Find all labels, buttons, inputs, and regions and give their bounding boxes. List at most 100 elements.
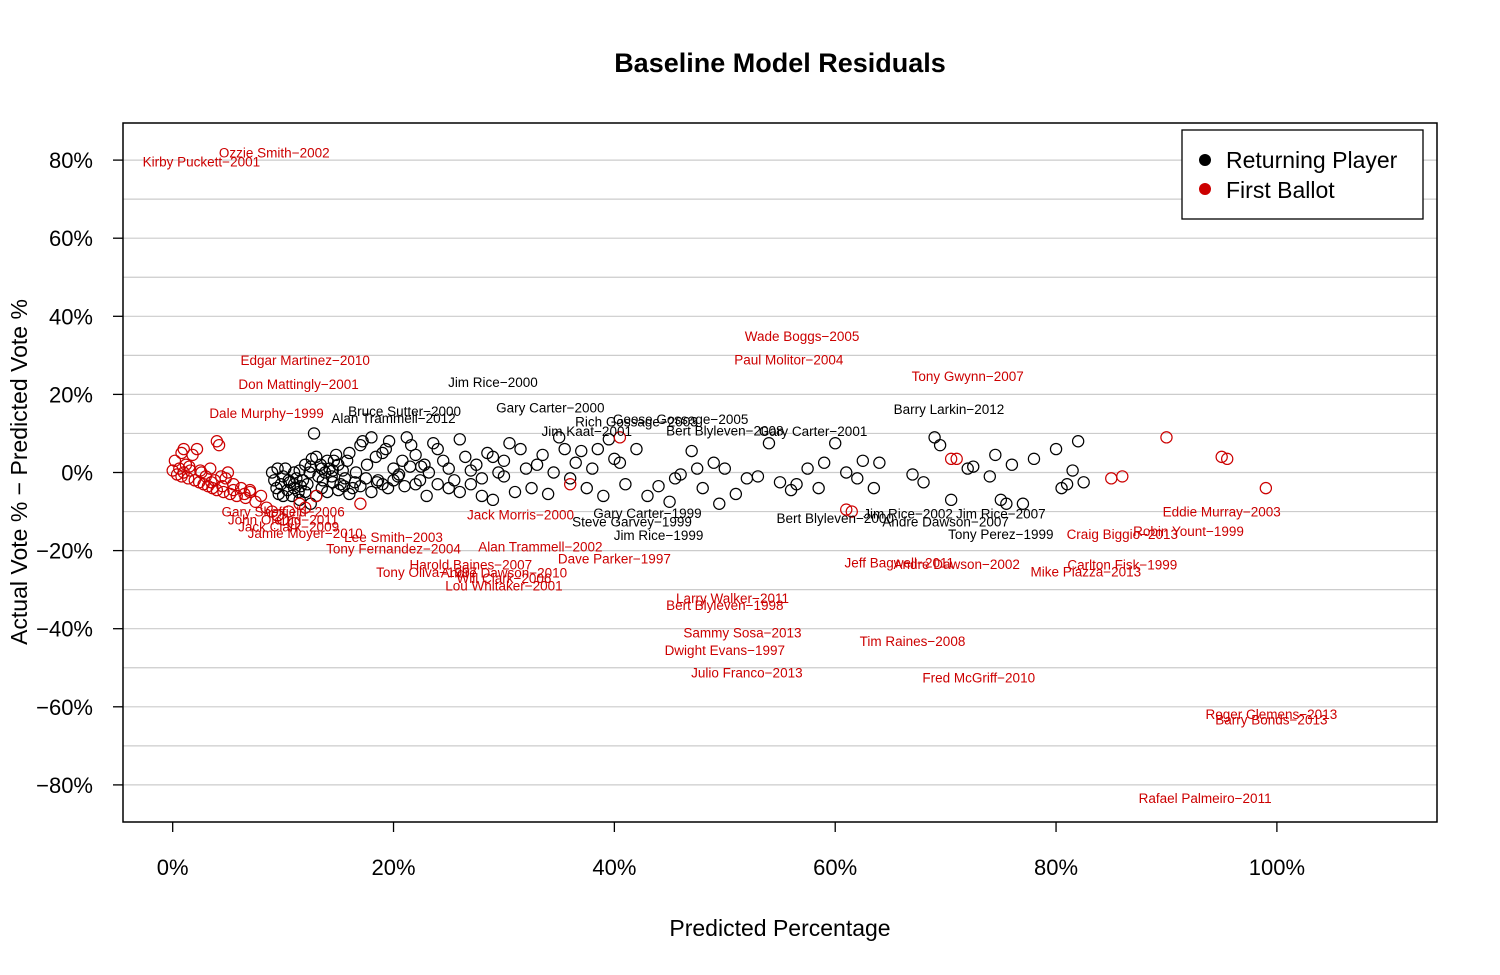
data-point	[365, 431, 378, 444]
data-point	[243, 483, 257, 497]
point-label: John Olerud−2011	[228, 512, 338, 527]
data-point	[580, 481, 593, 495]
data-point	[718, 462, 731, 475]
data-point	[175, 446, 188, 460]
point-label: Julio Franco−2013	[691, 665, 802, 680]
data-point	[967, 460, 980, 473]
data-point	[254, 489, 268, 503]
data-point	[391, 470, 405, 483]
data-point	[326, 464, 339, 477]
data-point	[307, 427, 321, 440]
data-point	[409, 478, 422, 491]
y-tick-label: 40%	[49, 304, 93, 329]
x-tick-label: 0%	[157, 855, 189, 880]
data-point	[552, 431, 566, 444]
y-tick-label: −40%	[36, 617, 93, 642]
point-label: Gary Carter−2000	[496, 401, 604, 416]
data-point	[271, 462, 284, 475]
point-label: Don Mattingly−2001	[238, 377, 358, 392]
point-label: Jim Rice−2002	[863, 507, 953, 522]
data-point	[613, 456, 627, 469]
x-tick-label: 20%	[372, 855, 416, 880]
data-point	[564, 472, 577, 485]
legend-label-returning: Returning Player	[1226, 147, 1398, 173]
data-point	[475, 489, 489, 503]
data-point	[497, 470, 511, 483]
data-point	[1060, 478, 1074, 491]
data-point	[343, 487, 356, 501]
point-label: Barry Larkin−2012	[894, 402, 1005, 417]
data-point	[475, 472, 489, 485]
data-point	[1116, 470, 1129, 483]
data-point	[349, 466, 363, 479]
data-point	[414, 460, 428, 473]
data-point	[422, 466, 436, 479]
data-point	[569, 456, 582, 469]
data-point	[204, 462, 217, 475]
data-point	[486, 493, 500, 507]
data-point	[298, 485, 312, 499]
point-label: Lee Smith−2003	[344, 530, 443, 545]
point-label: Eddie Murray−2003	[1163, 505, 1281, 520]
data-point	[369, 450, 383, 464]
data-point	[230, 489, 243, 503]
point-label: Andre Dawson−2010	[441, 565, 567, 580]
point-label: Bert Blyleven−2000	[776, 511, 893, 526]
data-point	[619, 478, 632, 491]
data-point	[558, 442, 571, 456]
data-point	[1066, 464, 1079, 477]
data-point	[674, 468, 687, 481]
data-point	[729, 487, 743, 501]
data-point	[950, 452, 963, 466]
point-label: Tony Oliva−1997	[376, 565, 477, 580]
data-point	[917, 476, 930, 489]
point-label: Paul Molitor−2004	[734, 353, 844, 368]
data-point	[906, 468, 919, 481]
data-point	[519, 462, 533, 475]
data-point	[856, 454, 870, 467]
data-point	[564, 478, 577, 491]
point-label: Sammy Sosa−2013	[683, 626, 801, 641]
data-point	[325, 470, 338, 483]
data-point	[464, 464, 478, 477]
data-point	[379, 442, 392, 456]
data-point	[396, 454, 409, 467]
legend-box	[1181, 129, 1424, 220]
y-tick-label: 80%	[49, 148, 93, 173]
data-point	[346, 481, 359, 495]
data-point	[168, 454, 182, 467]
point-label: Barry Bonds−2013	[1215, 712, 1327, 727]
data-point	[812, 481, 825, 495]
data-point	[194, 464, 207, 477]
grid-lines	[123, 159, 1437, 786]
data-point	[382, 435, 396, 448]
data-point	[790, 478, 803, 491]
data-point	[453, 485, 466, 499]
data-point	[205, 476, 218, 489]
chart-title: Baseline Model Residuals	[614, 48, 946, 78]
point-label: Craig Biggio−2013	[1067, 527, 1178, 542]
data-point	[597, 489, 610, 503]
data-point	[1215, 450, 1228, 464]
data-point	[292, 485, 305, 499]
data-point	[801, 462, 814, 475]
data-point	[431, 442, 444, 456]
x-tick-label: 80%	[1034, 855, 1078, 880]
data-point	[1071, 435, 1085, 448]
data-point	[1027, 452, 1041, 466]
data-point	[413, 474, 427, 487]
data-point	[442, 462, 455, 475]
data-point	[944, 452, 958, 466]
point-label: Gary Carter−1999	[593, 506, 701, 521]
data-point	[459, 450, 472, 464]
data-point	[1077, 476, 1090, 489]
point-label: Jamie Moyer−2010	[248, 526, 363, 541]
data-point	[1005, 458, 1019, 471]
data-point	[354, 497, 367, 510]
data-point	[536, 448, 549, 462]
data-point	[690, 462, 704, 475]
data-point	[867, 481, 881, 495]
data-point	[1221, 452, 1234, 466]
